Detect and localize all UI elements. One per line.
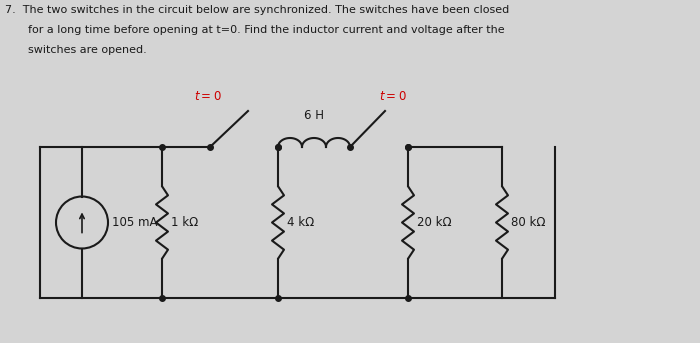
Text: for a long time before opening at t=0. Find the inductor current and voltage aft: for a long time before opening at t=0. F… xyxy=(14,25,505,35)
Text: $t=0$: $t=0$ xyxy=(194,90,222,103)
Text: switches are opened.: switches are opened. xyxy=(14,45,147,55)
Text: 1 kΩ: 1 kΩ xyxy=(171,216,198,229)
Text: $t=0$: $t=0$ xyxy=(379,90,407,103)
Text: 4 kΩ: 4 kΩ xyxy=(287,216,314,229)
Text: 20 kΩ: 20 kΩ xyxy=(417,216,452,229)
Text: 105 mA: 105 mA xyxy=(112,216,158,229)
Text: 6 H: 6 H xyxy=(304,109,324,122)
Text: 7.  The two switches in the circuit below are synchronized. The switches have be: 7. The two switches in the circuit below… xyxy=(5,5,510,15)
Text: 80 kΩ: 80 kΩ xyxy=(511,216,545,229)
